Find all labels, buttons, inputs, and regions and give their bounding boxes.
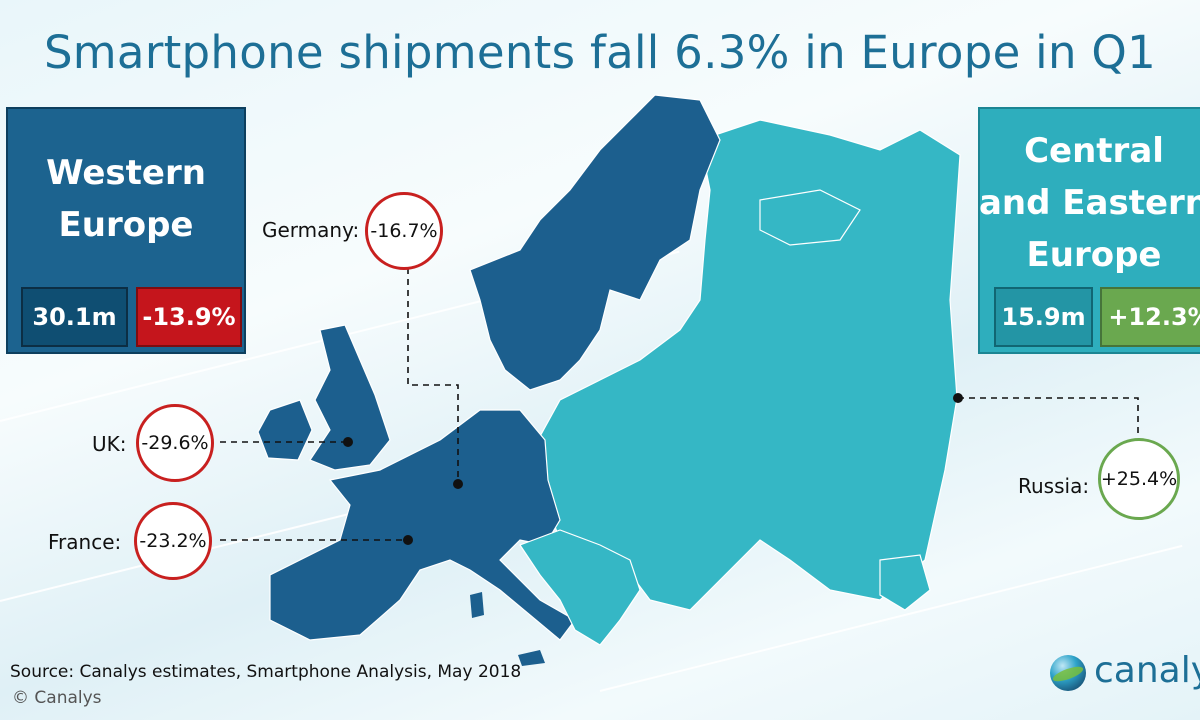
russia-label: Russia:: [1018, 474, 1090, 498]
eastern-change-box: +12.3%: [1100, 287, 1200, 347]
copyright-note: © Canalys: [12, 688, 102, 708]
eastern-europe-title: Central and Eastern Europe: [976, 125, 1200, 281]
caspian-region: [879, 554, 931, 611]
sardinia-island: [470, 592, 484, 618]
france-value-circle: -23.2%: [134, 502, 212, 580]
western-title-line1: Western: [46, 153, 206, 193]
france-marker: [403, 535, 413, 545]
eastern-europe-panel: Central and Eastern Europe 15.9m +12.3%: [978, 107, 1200, 354]
uk-label: UK:: [92, 432, 127, 456]
eastern-title-line1: Central: [1024, 131, 1164, 171]
uk-value-circle: -29.6%: [136, 404, 214, 482]
western-europe-panel: Western Europe 30.1m -13.9%: [6, 107, 246, 354]
eastern-units-box: 15.9m: [994, 287, 1093, 347]
western-units-box: 30.1m: [21, 287, 128, 347]
western-europe-region: [269, 409, 576, 641]
france-label: France:: [48, 530, 122, 554]
germany-leader-line: [407, 268, 459, 480]
western-europe-title: Western Europe: [8, 147, 244, 251]
uk-region: [309, 324, 391, 471]
eastern-title-line2: and Eastern: [978, 183, 1200, 223]
russia-value-circle: +25.4%: [1098, 438, 1180, 520]
eastern-title-line3: Europe: [1026, 235, 1162, 275]
russia-leader-line: [958, 397, 1139, 436]
balkans-region: [519, 529, 641, 646]
page-title: Smartphone shipments fall 6.3% in Europe…: [43, 26, 1157, 79]
germany-value-circle: -16.7%: [365, 192, 443, 270]
eastern-europe-region: [537, 119, 961, 611]
sicily-island: [518, 650, 545, 666]
canalys-logo-text: canaly: [1094, 650, 1200, 691]
source-note: Source: Canalys estimates, Smartphone An…: [10, 662, 522, 682]
western-change-box: -13.9%: [136, 287, 242, 347]
canalys-logo-icon: [1050, 655, 1086, 691]
western-title-line2: Europe: [58, 205, 194, 245]
scandinavia-region: [469, 94, 721, 391]
uk-marker: [343, 437, 353, 447]
kola-peninsula: [759, 189, 861, 246]
russia-marker: [953, 393, 963, 403]
germany-marker: [453, 479, 463, 489]
ireland-region: [257, 399, 313, 461]
germany-label: Germany:: [262, 218, 360, 242]
